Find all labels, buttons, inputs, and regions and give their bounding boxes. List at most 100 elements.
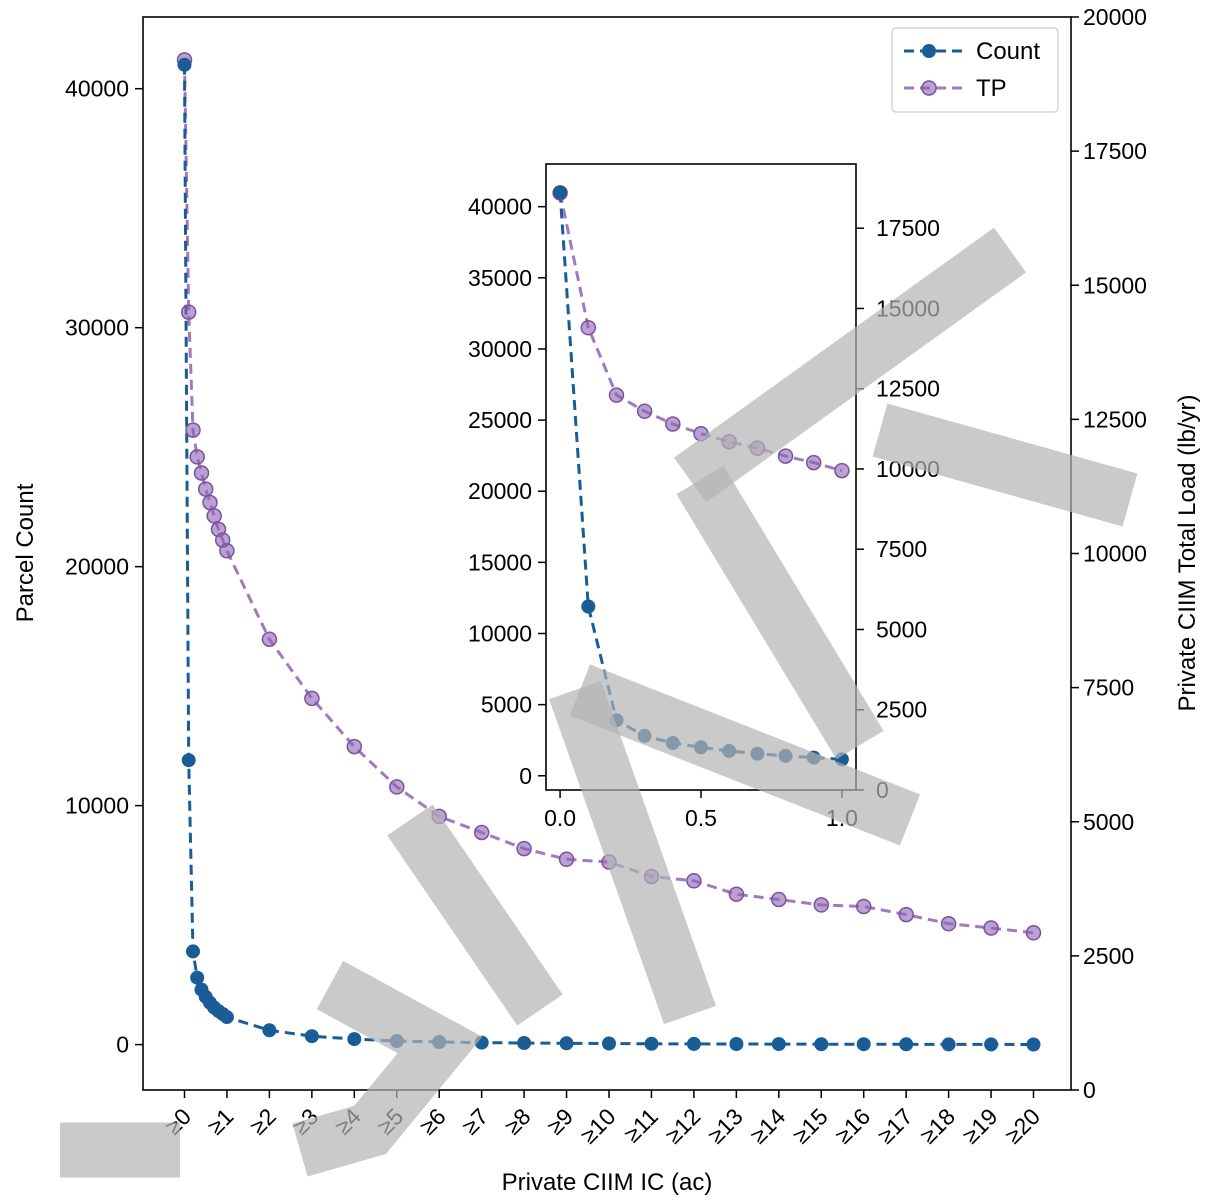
tp-point bbox=[261, 631, 278, 648]
count-point bbox=[814, 1037, 829, 1052]
tp-point bbox=[473, 824, 490, 841]
count-point bbox=[856, 1037, 871, 1052]
tp-point bbox=[180, 304, 197, 320]
tp-point bbox=[558, 851, 575, 868]
count-point bbox=[686, 1036, 701, 1051]
watermark-stroke-r bbox=[292, 960, 483, 1177]
left-tick-label: 20000 bbox=[65, 554, 129, 580]
left-tick-label: 0 bbox=[116, 1032, 129, 1058]
right-axis-label: Private CIIM Total Load (lb/yr) bbox=[1174, 394, 1201, 711]
left-tick-label: 10000 bbox=[65, 793, 129, 819]
inset-x-tick-label: 0.5 bbox=[685, 805, 717, 831]
inset-tp-point bbox=[636, 403, 653, 419]
inset-right-tick-label: 12500 bbox=[876, 376, 940, 402]
left-tick-label: 30000 bbox=[65, 315, 129, 341]
count-point bbox=[190, 970, 205, 985]
inset-tp-point bbox=[805, 454, 822, 471]
inset-left-tick-label: 40000 bbox=[468, 194, 532, 220]
count-point bbox=[181, 753, 196, 768]
tp-point bbox=[898, 906, 914, 923]
legend-tp-marker bbox=[921, 80, 937, 96]
right-tick-label: 7500 bbox=[1083, 675, 1134, 701]
watermark-stroke-f-top bbox=[673, 227, 1027, 503]
right-tick-label: 10000 bbox=[1083, 541, 1147, 567]
tp-point bbox=[686, 873, 702, 889]
right-tick-label: 12500 bbox=[1083, 406, 1147, 432]
inset-tp-point bbox=[834, 462, 850, 479]
count-point bbox=[219, 1010, 234, 1025]
inset-left-tick-label: 30000 bbox=[468, 336, 532, 362]
watermark-text: DRAFT bbox=[586, 592, 619, 603]
right-tick-label: 2500 bbox=[1083, 943, 1134, 969]
tp-point bbox=[1025, 925, 1042, 941]
inset-left-tick-label: 5000 bbox=[481, 692, 532, 718]
count-point bbox=[602, 1036, 616, 1051]
inset-count-point bbox=[581, 599, 596, 614]
right-tick-label: 5000 bbox=[1083, 809, 1134, 835]
inset-x-tick-label: 0.0 bbox=[544, 805, 576, 831]
count-point bbox=[1026, 1037, 1041, 1052]
right-tick-label: 20000 bbox=[1083, 4, 1147, 30]
count-point bbox=[559, 1036, 574, 1051]
count-point bbox=[644, 1036, 659, 1051]
tp-point bbox=[206, 508, 222, 524]
right-tick-label: 15000 bbox=[1083, 272, 1147, 298]
left-axis-label: Parcel Count bbox=[12, 483, 39, 622]
tp-point bbox=[728, 886, 745, 902]
inset-left-tick-label: 10000 bbox=[468, 621, 532, 647]
tp-point bbox=[185, 422, 201, 438]
inset-count-point bbox=[553, 185, 568, 200]
legend-count-label: Count bbox=[976, 38, 1040, 65]
count-point bbox=[771, 1037, 786, 1052]
inset-left-tick-label: 15000 bbox=[468, 549, 532, 575]
inset-right-tick-label: 5000 bbox=[876, 616, 927, 642]
tp-point bbox=[189, 449, 205, 465]
watermark-stroke-f-stem bbox=[676, 465, 884, 760]
watermark-stroke-a-right bbox=[569, 664, 921, 846]
count-point bbox=[941, 1037, 956, 1052]
draft-watermark: DRAFT bbox=[60, 227, 1138, 1178]
tp-point bbox=[389, 779, 405, 795]
count-point bbox=[517, 1036, 532, 1050]
tp-point bbox=[346, 738, 363, 755]
inset-series-lines bbox=[558, 192, 843, 761]
tp-point bbox=[855, 898, 872, 915]
inset-tp-point bbox=[665, 416, 681, 432]
inset-left-tick-label: 25000 bbox=[468, 407, 532, 433]
x-axis-label: Private CIIM IC (ac) bbox=[502, 1169, 713, 1196]
tp-point bbox=[813, 897, 830, 913]
count-point bbox=[177, 57, 192, 72]
right-tick-label: 0 bbox=[1083, 1077, 1096, 1103]
legend: Count TP bbox=[891, 27, 1059, 113]
count-point bbox=[984, 1037, 999, 1052]
count-point bbox=[899, 1037, 914, 1052]
left-tick-label: 40000 bbox=[65, 76, 129, 102]
legend-tp-label: TP bbox=[976, 75, 1007, 102]
watermark-stroke-r-leg bbox=[387, 804, 563, 1026]
right-tick-label: 17500 bbox=[1083, 138, 1147, 164]
inset-tp-point bbox=[580, 319, 597, 336]
count-point bbox=[347, 1032, 362, 1047]
tp-point bbox=[304, 690, 320, 707]
left-axis-ticks: 0 10000 20000 30000 40000 bbox=[65, 76, 143, 1058]
inset-right-tick-label: 7500 bbox=[876, 536, 927, 562]
count-point bbox=[262, 1023, 277, 1038]
inset-left-tick-label: 35000 bbox=[468, 265, 532, 291]
watermark-stroke-a-left bbox=[549, 680, 716, 1025]
tp-point bbox=[983, 920, 999, 936]
inset-left-axis-ticks: 0 5000 10000 15000 20000 25000 30000 35000 40000 bbox=[468, 194, 546, 789]
count-point bbox=[304, 1029, 319, 1044]
count-point bbox=[186, 944, 200, 959]
inset-right-tick-label: 17500 bbox=[876, 215, 940, 241]
legend-count-marker bbox=[922, 44, 936, 58]
tp-point bbox=[202, 494, 218, 511]
watermark-stroke-t bbox=[872, 403, 1138, 527]
count-point bbox=[729, 1037, 744, 1051]
tp-point bbox=[940, 915, 957, 932]
tp-point bbox=[516, 840, 532, 857]
tp-point bbox=[193, 465, 210, 481]
tp-point bbox=[771, 891, 787, 908]
tp-point bbox=[197, 481, 214, 497]
right-axis-ticks: 0 2500 5000 7500 10000 12500 15000 17500 20000 bbox=[1071, 4, 1147, 1103]
